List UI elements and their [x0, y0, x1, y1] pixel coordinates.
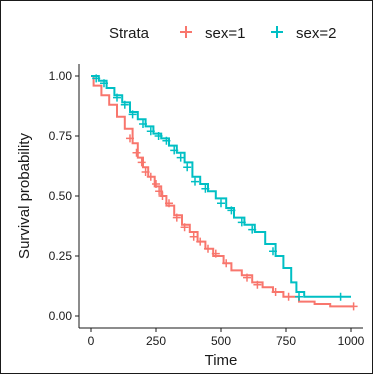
censor-mark-sex=1: [146, 172, 155, 181]
censor-mark-sex=2: [191, 177, 199, 186]
censor-mark-sex=1: [141, 168, 150, 176]
censor-mark-sex=2: [154, 132, 163, 140]
censor-mark-sex=2: [146, 127, 155, 136]
y-axis-ticks: 0.00 0.25 0.50 0.75 1.00: [49, 69, 79, 323]
censor-mark-sex=2: [162, 136, 171, 145]
censor-mark-sex=1: [189, 232, 198, 241]
survival-chart: Strata sex=1 sex=2 0.00 0.25 0.50 0.75 1.00 0…: [16, 25, 365, 369]
censor-mark-sex=1: [243, 273, 251, 282]
censor-mark-sex=2: [113, 93, 121, 102]
legend-key-sex=1: [180, 26, 192, 38]
censor-mark-sex=2: [176, 153, 185, 162]
censor-mark-sex=1: [152, 180, 160, 188]
y-tick-label: 0.50: [49, 189, 73, 203]
x-axis-label: Time: [205, 352, 238, 369]
censor-mark-sex=2: [170, 146, 179, 155]
censor-mark-sex=2: [92, 74, 101, 83]
legend-key-sex=2: [271, 26, 283, 38]
censor-mark-sex=1: [284, 292, 293, 301]
x-tick-label: 0: [88, 334, 95, 348]
censor-mark-sex=2: [139, 120, 147, 128]
x-tick-label: 1000: [338, 334, 365, 348]
legend: Strata sex=1 sex=2: [109, 25, 336, 42]
censor-mark-sex=1: [253, 280, 262, 289]
censor-mark-sex=2: [128, 110, 137, 119]
censor-mark-sex=1: [158, 192, 167, 200]
censor-mark-sex=2: [217, 199, 225, 208]
y-axis-label: Survival probability: [16, 133, 33, 259]
censor-mark-sex=2: [248, 225, 257, 234]
legend-title: Strata: [109, 25, 150, 42]
x-tick-label: 750: [276, 334, 296, 348]
censor-mark-sex=2: [183, 163, 192, 172]
x-axis-ticks: 0 250 500 750 1000: [88, 328, 365, 348]
censor-mark-sex=1: [132, 148, 141, 157]
censor-mark-sex=2: [201, 184, 210, 193]
series-layer: [91, 74, 358, 311]
y-tick-label: 0.00: [49, 309, 73, 323]
plot-area: 0.00 0.25 0.50 0.75 1.00 0 250 500 750 1000: [49, 64, 365, 348]
censor-mark-sex=2: [237, 218, 246, 227]
survival-curve-sex=1: [91, 75, 354, 308]
censor-mark-sex=1: [204, 244, 212, 253]
censor-mark-sex=1: [137, 158, 146, 167]
survival-curve-sex=2: [91, 75, 351, 298]
censor-mark-sex=1: [172, 213, 181, 222]
y-tick-label: 0.75: [49, 129, 73, 143]
censor-mark-sex=1: [211, 249, 220, 258]
y-tick-label: 0.25: [49, 249, 73, 263]
censor-mark-sex=2: [269, 247, 277, 256]
censor-mark-sex=2: [120, 100, 129, 109]
censor-mark-sex=2: [227, 206, 236, 215]
x-tick-label: 500: [211, 334, 231, 348]
censor-mark-sex=1: [349, 302, 358, 311]
legend-label: sex=1: [205, 25, 245, 42]
censor-mark-sex=1: [155, 187, 164, 196]
censor-mark-sex=2: [295, 292, 303, 301]
censor-mark-sex=1: [126, 134, 134, 143]
censor-mark-sex=1: [180, 223, 189, 232]
censor-mark-sex=1: [165, 199, 173, 208]
censor-mark-sex=1: [196, 237, 205, 246]
censor-mark-sex=2: [100, 79, 108, 88]
censor-mark-sex=1: [222, 259, 231, 268]
legend-label: sex=2: [296, 25, 336, 42]
x-tick-label: 250: [146, 334, 166, 348]
y-tick-label: 1.00: [49, 69, 73, 83]
censor-mark-sex=1: [271, 288, 280, 296]
censor-mark-sex=2: [336, 292, 345, 301]
